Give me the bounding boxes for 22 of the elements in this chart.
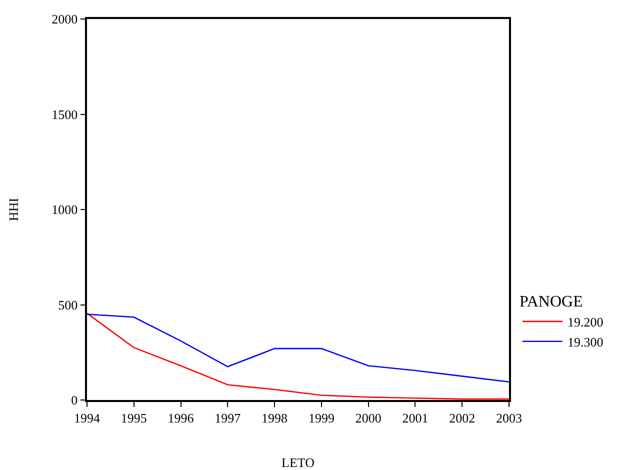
y-tick-label: 1500 <box>52 106 78 122</box>
legend-label: 19.300 <box>567 334 604 350</box>
x-tick-label: 1999 <box>308 410 334 426</box>
legend-label: 19.200 <box>567 314 604 330</box>
x-tick-label: 2000 <box>355 410 382 426</box>
x-tick-label: 1996 <box>168 410 194 426</box>
line-series <box>87 314 509 383</box>
x-tick-label: 2001 <box>402 410 428 426</box>
x-tick-label: 1994 <box>74 410 100 426</box>
x-tick-label: 1997 <box>214 410 242 426</box>
x-axis-title: LETO <box>282 455 314 470</box>
y-tick-label: 2000 <box>52 12 78 27</box>
x-tick-label: 1998 <box>262 410 288 426</box>
x-tick-label: 2002 <box>449 410 476 426</box>
line-series <box>87 312 509 400</box>
y-axis-title: HHI <box>6 198 22 222</box>
legend-title: PANOGE <box>519 294 583 310</box>
x-tick-label: 1995 <box>120 410 147 426</box>
y-tick-label: 500 <box>58 297 78 312</box>
y-tick-label: 0 <box>71 392 78 408</box>
x-tick-label: 2003 <box>496 410 522 426</box>
y-tick-label: 1000 <box>52 202 78 218</box>
